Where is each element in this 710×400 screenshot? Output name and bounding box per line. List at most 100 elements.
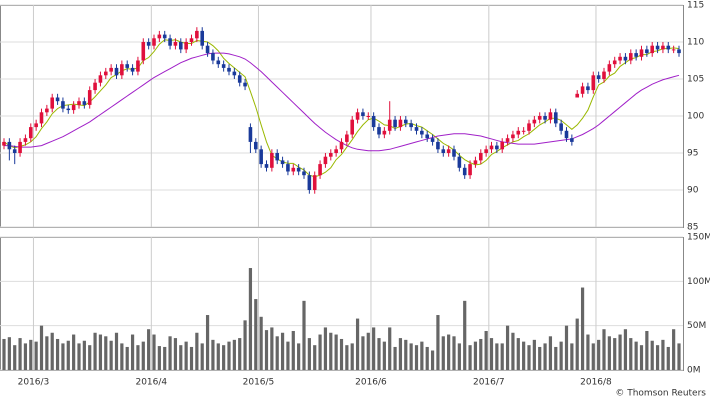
candle-body (280, 160, 285, 165)
candle-body (146, 42, 151, 46)
volume-bar (457, 343, 461, 370)
candle-body (436, 141, 440, 150)
volume-bar (388, 327, 392, 370)
candle-body (618, 56, 622, 61)
volume-bar (39, 325, 44, 370)
volume-bar (232, 339, 236, 370)
volume-bar (157, 346, 161, 370)
volume-bar (18, 338, 22, 370)
candle-body (655, 45, 660, 50)
candle-body (623, 56, 628, 61)
candle-body (39, 112, 44, 124)
candle-body (452, 149, 456, 157)
volume-bar (500, 343, 504, 370)
volume-bar (602, 329, 606, 370)
volume-bar (66, 340, 70, 370)
volume-bar (645, 330, 649, 370)
candle-body (237, 75, 242, 83)
candle-body (430, 138, 435, 142)
candle-body (511, 134, 515, 139)
volume-bar (45, 336, 49, 370)
candle-body (77, 101, 81, 105)
volume-bar (173, 338, 178, 370)
volume-bar (634, 341, 638, 370)
volume-tick-label: 0M (687, 366, 701, 376)
candle-body (323, 156, 328, 165)
candle-body (302, 171, 306, 176)
y-tick-label: 115 (687, 1, 704, 11)
volume-bar (543, 343, 547, 370)
volume-bar (570, 343, 574, 370)
candle-body (328, 153, 333, 157)
volume-bar (575, 318, 579, 370)
volume-bar (345, 345, 349, 370)
candle-body (596, 75, 601, 79)
candle-body (473, 160, 478, 165)
candle-body (495, 145, 499, 150)
volume-bar (61, 343, 65, 370)
volume-bar (297, 343, 301, 370)
volume-bar (355, 318, 360, 370)
candle-body (377, 127, 381, 135)
volume-bar (666, 346, 670, 370)
volume-bar (313, 345, 317, 370)
volume-bar (366, 332, 370, 370)
candle-body (103, 71, 108, 76)
volume-bar (532, 339, 536, 370)
candle-body (361, 112, 365, 116)
candle-body (382, 130, 387, 135)
candle-body (505, 138, 510, 142)
volume-bar (564, 325, 569, 370)
candle-body (18, 141, 22, 153)
candle-body (248, 127, 253, 142)
volume-bar (216, 343, 220, 370)
volume-bar (72, 334, 76, 370)
volume-bar (77, 343, 81, 370)
volume-bar (339, 338, 344, 370)
volume-bar (254, 299, 258, 370)
volume-bar (291, 330, 295, 370)
candle-body (168, 38, 172, 46)
candle-body (634, 53, 638, 57)
candle-body (141, 42, 146, 61)
candle-body (548, 112, 553, 120)
volume-bar (409, 343, 413, 370)
candle-body (398, 119, 403, 128)
candle-body (409, 123, 413, 128)
candle-body (661, 45, 665, 50)
candle-body (345, 134, 349, 142)
volume-bar (98, 334, 103, 370)
volume-bar (29, 339, 33, 370)
volume-bar (195, 332, 199, 370)
candle-body (227, 67, 231, 72)
candle-body (109, 67, 113, 72)
volume-bar (650, 340, 654, 370)
volume-bar (623, 329, 628, 370)
volume-bar (211, 339, 215, 370)
volume-bar (463, 300, 467, 370)
candle-body (82, 101, 87, 105)
moving-average-line (4, 52, 680, 152)
volume-bar (184, 341, 188, 370)
candle-body (189, 38, 194, 42)
volume-bar (473, 341, 478, 370)
volume-bar (414, 345, 419, 370)
volume-bar (484, 330, 488, 370)
volume-bar (238, 338, 242, 370)
candle-body (532, 119, 537, 124)
candle-body (71, 104, 76, 111)
volume-bar (661, 339, 665, 370)
candle-body (61, 101, 65, 109)
candle-body (66, 108, 71, 111)
candle-body (296, 167, 301, 172)
candle-body (462, 167, 467, 176)
volume-bar (559, 341, 563, 370)
volume-bar (141, 341, 145, 370)
candle-body (50, 97, 55, 109)
candle-body (98, 75, 103, 83)
candle-body (205, 45, 210, 54)
volume-bar (248, 268, 253, 370)
volume-bar (607, 336, 611, 370)
candle-body (307, 175, 312, 190)
candle-body (403, 119, 408, 124)
